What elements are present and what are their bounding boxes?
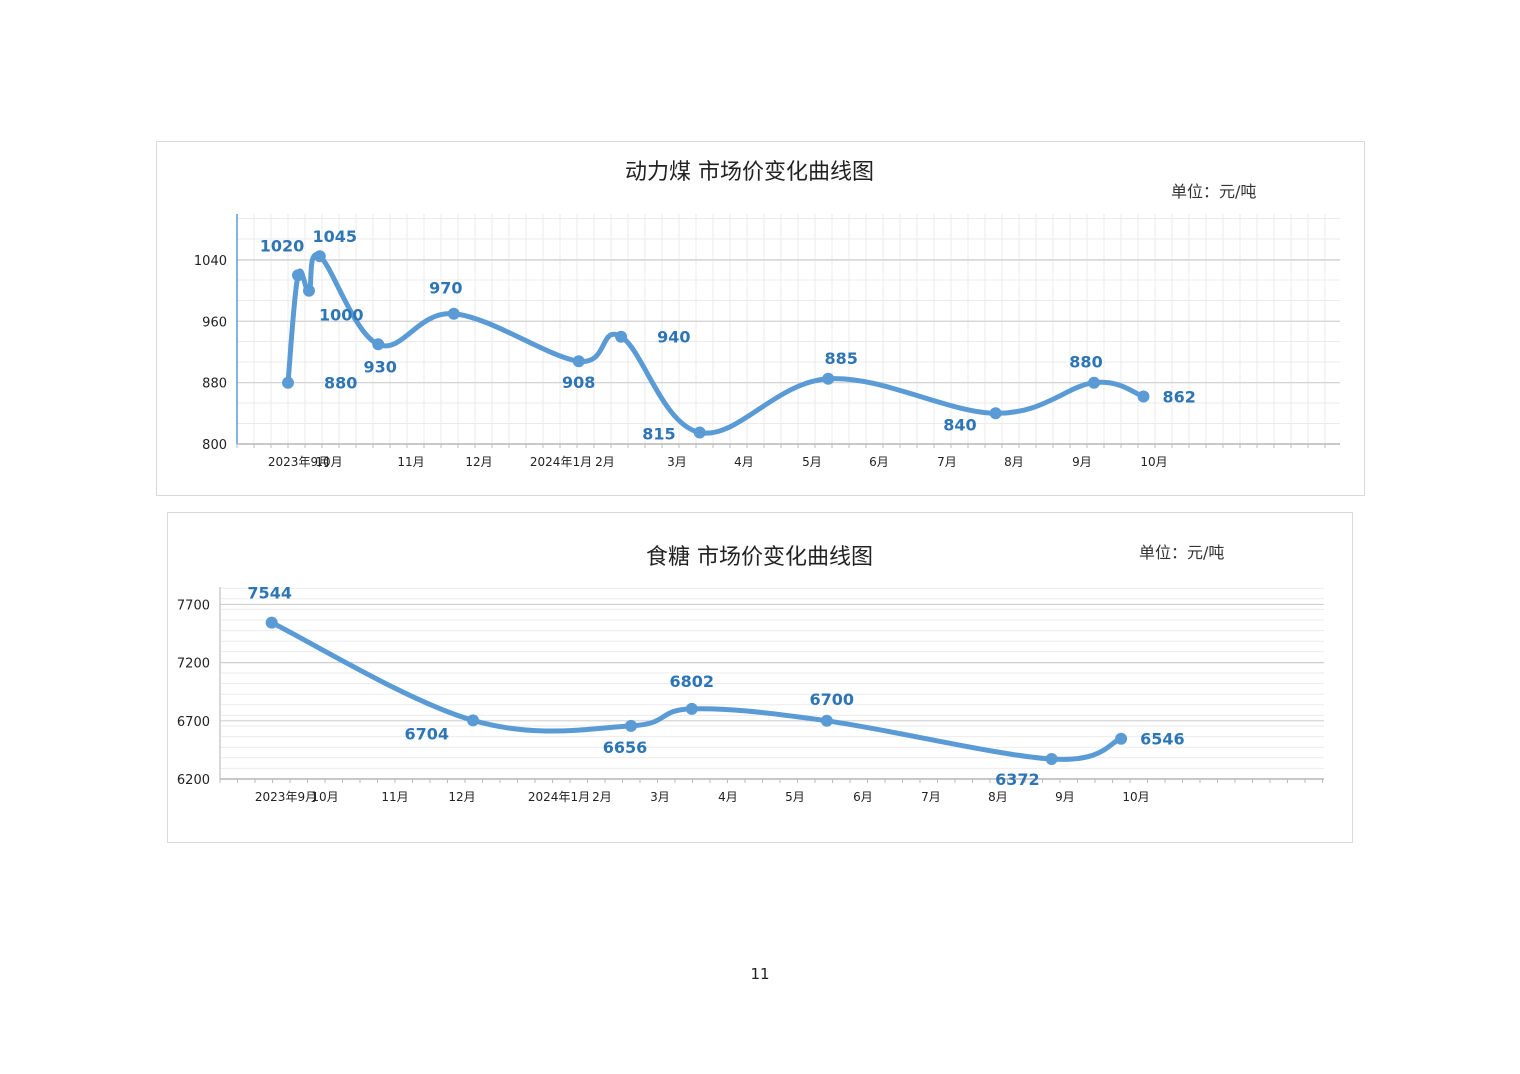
data-label: 1020: [260, 236, 305, 255]
data-label: 862: [1163, 388, 1196, 407]
data-label: 6546: [1140, 730, 1185, 749]
data-label: 815: [642, 425, 675, 444]
x-tick-label: 2023年9月: [255, 790, 317, 804]
data-point: [282, 376, 294, 389]
x-tick-label: 2月: [595, 455, 615, 469]
x-tick-label: 2024年1月: [528, 790, 590, 804]
data-label: 885: [824, 349, 857, 368]
chart-unit: 单位：元/吨: [1171, 182, 1257, 201]
data-point: [303, 284, 315, 297]
chart-title: 食糖 市场价变化曲线图: [646, 545, 873, 570]
x-tick-label: 2023年9月: [268, 455, 330, 469]
x-tick-label: 6月: [869, 455, 889, 469]
series-line: [285, 252, 1146, 436]
y-tick-label: 880: [202, 377, 227, 392]
y-tick-label: 7200: [177, 657, 210, 672]
y-tick-label: 800: [202, 438, 227, 453]
y-tick-label: 6200: [177, 773, 210, 788]
data-label: 940: [657, 328, 690, 347]
y-tick-label: 1040: [194, 254, 227, 269]
x-tick-label: 9月: [1072, 455, 1092, 469]
data-label: 6700: [810, 690, 855, 709]
data-label: 880: [1069, 353, 1102, 372]
data-point: [625, 719, 637, 732]
data-label: 6656: [603, 738, 648, 757]
x-tick-label: 8月: [988, 790, 1008, 804]
data-label: 930: [363, 357, 396, 376]
data-label: 970: [429, 279, 462, 298]
data-label: 880: [324, 374, 357, 393]
x-tick-label: 4月: [718, 790, 738, 804]
coal-price-chart-panel: 动力煤 市场价变化曲线图 单位：元/吨 800 880 960 1040 2023年9月…: [156, 141, 1365, 496]
y-tick-label: 6700: [177, 715, 210, 730]
x-tick-label: 9月: [1055, 790, 1075, 804]
data-label: 6372: [995, 770, 1040, 789]
data-point: [313, 250, 326, 263]
series-line: [269, 620, 1124, 762]
data-point: [292, 269, 304, 282]
x-tick-label: 7月: [921, 790, 941, 804]
data-point: [447, 307, 460, 320]
data-point: [685, 702, 698, 715]
chart-unit: 单位：元/吨: [1139, 543, 1225, 562]
page-number: 11: [750, 965, 770, 983]
data-label: 1000: [319, 306, 364, 325]
x-tick-label: 12月: [448, 790, 475, 804]
data-point: [615, 330, 628, 343]
data-point: [693, 426, 706, 439]
chart-title: 动力煤 市场价变化曲线图: [625, 160, 874, 185]
x-tick-label: 8月: [1004, 455, 1024, 469]
x-tick-label: 3月: [650, 790, 670, 804]
data-label: 1045: [313, 227, 358, 246]
x-tick-label: 10月: [1140, 455, 1167, 469]
data-label: 6802: [670, 672, 715, 691]
data-label: 908: [562, 373, 595, 392]
x-tick-label: 7月: [937, 455, 957, 469]
x-tick-label: 6月: [853, 790, 873, 804]
x-tick-label: 12月: [465, 455, 492, 469]
x-tick-label: 3月: [667, 455, 687, 469]
x-tick-label: 11月: [381, 790, 408, 804]
data-point: [822, 372, 835, 385]
x-tick-label: 4月: [734, 455, 754, 469]
data-point: [820, 714, 833, 727]
data-point: [572, 355, 585, 368]
data-label: 7544: [247, 584, 292, 603]
x-tick-label: 10月: [311, 790, 338, 804]
data-label: 6704: [404, 724, 449, 743]
data-point: [467, 714, 479, 727]
x-tick-label: 11月: [397, 455, 424, 469]
data-point: [1088, 376, 1100, 389]
x-tick-label: 2月: [592, 790, 612, 804]
y-tick-label: 7700: [177, 598, 210, 613]
data-point: [989, 407, 1002, 420]
x-tick-label: 2024年1月: [530, 455, 592, 469]
data-label: 840: [943, 415, 976, 434]
data-point: [1137, 390, 1150, 403]
data-point: [372, 338, 385, 351]
data-point: [1045, 753, 1058, 765]
x-tick-label: 10月: [315, 455, 342, 469]
data-point: [1115, 732, 1128, 745]
data-point: [265, 616, 278, 629]
sugar-price-chart-panel: 食糖 市场价变化曲线图 单位：元/吨 6200 6700 7200 7700 2023年…: [167, 512, 1353, 843]
y-tick-label: 960: [202, 315, 227, 330]
x-tick-label: 5月: [802, 455, 822, 469]
x-tick-label: 5月: [785, 790, 805, 804]
x-tick-label: 10月: [1122, 790, 1149, 804]
